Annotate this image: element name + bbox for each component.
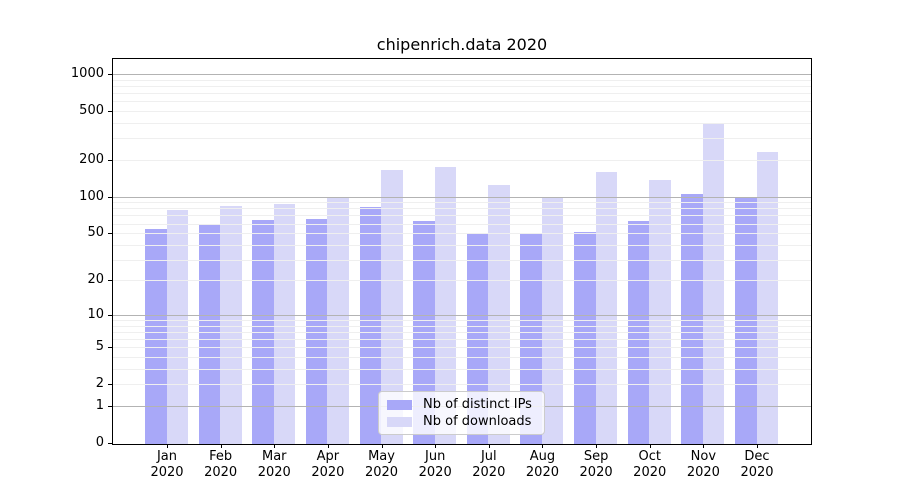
x-tick-mark	[703, 444, 705, 448]
x-tick-mark	[327, 444, 329, 448]
y-tick-label: 10	[87, 307, 104, 322]
y-tick-label: 5	[95, 339, 104, 355]
legend-swatch-ips	[387, 400, 412, 410]
y-tick-mark	[108, 196, 112, 198]
bar-downloads	[273, 204, 296, 444]
chart-title: chipenrich.data 2020	[376, 35, 548, 54]
bars-layer	[113, 59, 811, 444]
bar-downloads	[595, 172, 618, 444]
x-tick-mark	[488, 444, 490, 448]
bar-downloads	[166, 210, 188, 444]
x-tick-label: Jul 2020	[472, 449, 506, 480]
y-tick-label: 1000	[70, 66, 104, 82]
y-tick-label: 500	[79, 103, 104, 119]
bar-distinct-ips	[198, 224, 221, 444]
bar-distinct-ips	[145, 229, 167, 444]
x-tick-mark	[757, 444, 758, 448]
x-tick-label: Feb 2020	[204, 449, 238, 480]
y-tick-mark	[108, 443, 112, 444]
y-tick-mark	[108, 347, 112, 349]
x-tick-mark	[435, 444, 437, 448]
x-tick-mark	[649, 444, 651, 448]
y-tick-mark	[108, 159, 112, 161]
legend-label-downloads: Nb of downloads	[423, 414, 532, 429]
bar-downloads	[541, 197, 564, 444]
x-tick-label: Mar 2020	[257, 449, 291, 480]
y-tick-label: 0	[95, 435, 104, 450]
bar-downloads	[649, 180, 671, 444]
y-tick-label: 20	[87, 272, 104, 288]
y-tick-mark	[108, 405, 112, 407]
x-tick-mark	[274, 444, 276, 448]
plot-area	[112, 58, 812, 445]
bar-distinct-ips	[305, 218, 328, 444]
bar-downloads	[220, 206, 242, 444]
y-tick-mark	[108, 111, 112, 113]
x-tick-label: Nov 2020	[686, 449, 720, 480]
bar-downloads	[488, 184, 510, 444]
bar-distinct-ips	[252, 220, 274, 444]
y-tick-label: 50	[87, 225, 104, 241]
x-tick-label: May 2020	[364, 449, 399, 480]
bar-downloads	[327, 197, 349, 444]
y-tick-mark	[108, 315, 112, 316]
x-tick-mark	[220, 444, 222, 448]
bar-downloads	[434, 167, 457, 444]
y-tick-label: 200	[79, 151, 104, 167]
x-tick-mark	[542, 444, 544, 448]
bar-distinct-ips	[627, 221, 650, 444]
bar-distinct-ips	[574, 232, 596, 444]
legend-row-ips: Nb of distinct IPs	[387, 397, 535, 413]
x-tick-label: Jan 2020	[150, 449, 184, 480]
y-tick-label: 1	[95, 397, 104, 413]
x-tick-label: Aug 2020	[525, 449, 559, 480]
y-tick-mark	[108, 233, 112, 235]
x-tick-label: Jun 2020	[418, 449, 452, 480]
y-tick-mark	[108, 280, 112, 282]
x-tick-mark	[381, 444, 383, 448]
legend-row-downloads: Nb of downloads	[387, 414, 535, 430]
y-tick-mark	[108, 384, 112, 386]
legend: Nb of distinct IPs Nb of downloads	[378, 391, 545, 435]
x-tick-label: Dec 2020	[740, 449, 774, 480]
legend-swatch-downloads	[387, 417, 412, 427]
y-tick-mark	[108, 74, 112, 76]
x-tick-label: Sep 2020	[579, 449, 613, 480]
bar-downloads	[702, 123, 725, 444]
y-tick-label: 2	[95, 376, 104, 392]
bar-distinct-ips	[735, 197, 757, 444]
bar-downloads	[381, 170, 403, 444]
y-tick-label: 100	[79, 188, 104, 204]
x-tick-label: Apr 2020	[311, 449, 345, 480]
bar-distinct-ips	[681, 193, 703, 444]
x-tick-mark	[596, 444, 598, 448]
legend-label-ips: Nb of distinct IPs	[423, 397, 532, 412]
x-tick-label: Oct 2020	[633, 449, 667, 480]
x-tick-mark	[167, 444, 168, 448]
bar-downloads	[756, 152, 778, 444]
